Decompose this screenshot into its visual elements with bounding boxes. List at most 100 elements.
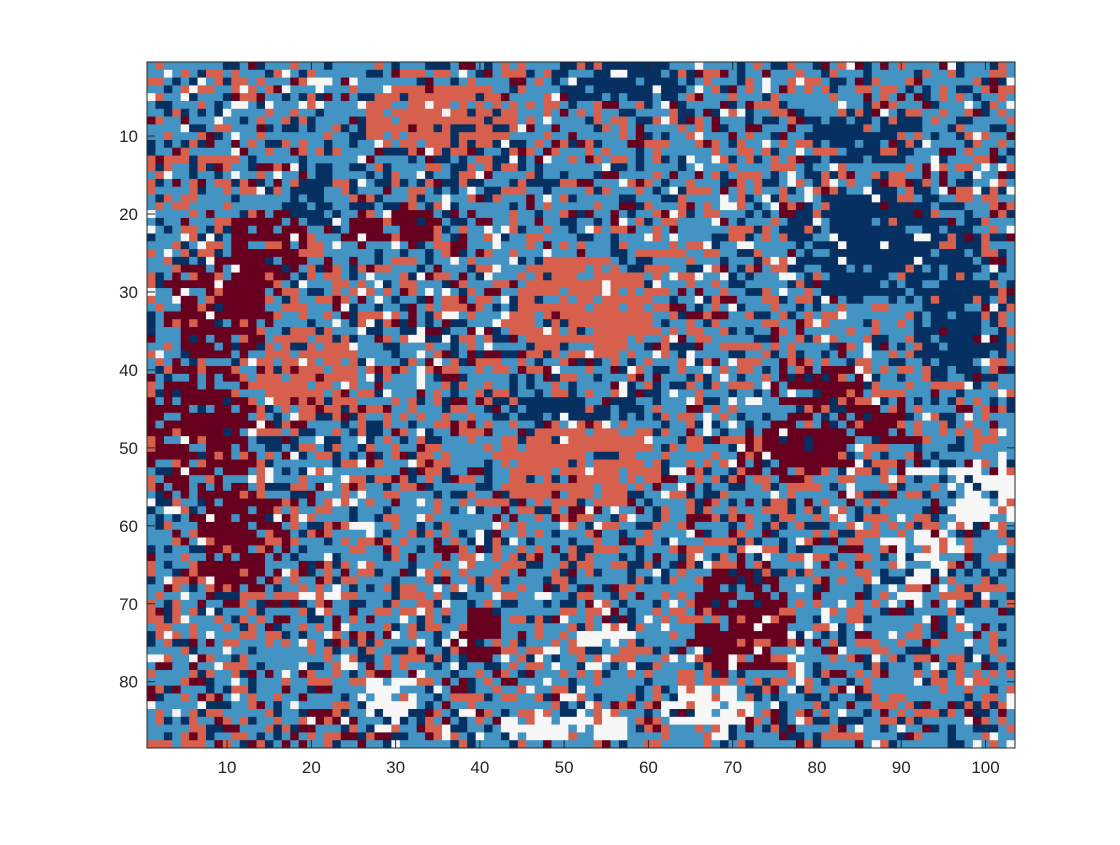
heatmap-cell xyxy=(779,256,788,266)
heatmap-cell xyxy=(610,319,620,328)
heatmap-cell xyxy=(391,147,401,156)
heatmap-cell xyxy=(981,225,991,234)
heatmap-cell xyxy=(812,163,822,172)
heatmap-cell xyxy=(517,303,527,312)
heatmap-cell xyxy=(332,233,342,242)
heatmap-cell xyxy=(458,249,468,258)
heatmap-cell xyxy=(812,85,822,94)
heatmap-cell xyxy=(821,342,830,351)
heatmap-cell xyxy=(391,77,401,86)
heatmap-cell xyxy=(155,280,165,289)
heatmap-cell xyxy=(231,342,241,351)
heatmap-cell xyxy=(568,77,578,86)
heatmap-cell xyxy=(214,116,224,125)
heatmap-cell xyxy=(880,93,889,102)
heatmap-cell xyxy=(644,194,653,203)
heatmap-cell xyxy=(500,171,510,180)
heatmap-cell xyxy=(467,194,477,203)
heatmap-cell xyxy=(770,280,780,289)
heatmap-cell xyxy=(180,178,190,188)
heatmap-cell xyxy=(972,77,982,86)
heatmap-cell xyxy=(989,85,999,94)
heatmap-cell xyxy=(753,85,763,94)
heatmap-cell xyxy=(753,147,763,156)
heatmap-cell xyxy=(897,405,906,414)
heatmap-cell xyxy=(264,264,274,273)
heatmap-cell xyxy=(627,280,637,289)
heatmap-cell xyxy=(467,249,477,258)
heatmap-cell xyxy=(509,93,519,102)
heatmap-cell xyxy=(669,428,679,437)
heatmap-cell xyxy=(610,186,620,195)
heatmap-cell xyxy=(661,428,670,437)
heatmap-cell xyxy=(829,116,839,125)
heatmap-cell xyxy=(964,350,974,359)
heatmap-cell xyxy=(964,389,974,398)
heatmap-cell xyxy=(913,132,923,141)
heatmap-cell xyxy=(922,272,932,281)
heatmap-cell xyxy=(627,147,637,156)
heatmap-cell xyxy=(610,428,620,437)
heatmap-cell xyxy=(812,225,822,234)
heatmap-cell xyxy=(374,272,384,281)
heatmap-cell xyxy=(981,397,991,406)
heatmap-cell xyxy=(559,303,569,312)
heatmap-cell xyxy=(147,77,156,86)
heatmap-cell xyxy=(543,334,552,343)
heatmap-cell xyxy=(441,241,451,250)
heatmap-cell xyxy=(736,350,746,359)
heatmap-cell xyxy=(349,350,359,359)
heatmap-cell xyxy=(214,420,224,429)
heatmap-cell xyxy=(888,163,898,172)
heatmap-cell xyxy=(897,342,906,351)
heatmap-cell xyxy=(838,85,847,94)
heatmap-cell xyxy=(163,256,173,266)
heatmap-cell xyxy=(947,171,957,180)
heatmap-cell xyxy=(222,397,232,406)
heatmap-cell xyxy=(517,280,527,289)
heatmap-cell xyxy=(821,405,830,414)
heatmap-cell xyxy=(661,366,670,375)
heatmap-cell xyxy=(500,295,510,305)
heatmap-cell xyxy=(930,280,940,289)
heatmap-cell xyxy=(711,93,721,102)
heatmap-cell xyxy=(930,194,940,203)
heatmap-cell xyxy=(728,373,738,382)
heatmap-cell xyxy=(408,249,418,258)
heatmap-cell xyxy=(863,249,873,258)
heatmap-cell xyxy=(349,202,359,211)
heatmap-cell xyxy=(694,225,704,234)
heatmap-cell xyxy=(205,69,215,78)
heatmap-cell xyxy=(425,256,434,266)
heatmap-cell xyxy=(163,358,173,367)
heatmap-cell xyxy=(897,139,906,149)
heatmap-cell xyxy=(433,147,443,156)
heatmap-cell xyxy=(652,264,662,273)
heatmap-cell xyxy=(618,342,628,351)
heatmap-cell xyxy=(812,405,822,414)
heatmap-cell xyxy=(947,327,957,336)
heatmap-cell xyxy=(180,85,190,94)
heatmap-cell xyxy=(736,373,746,382)
heatmap-cell xyxy=(787,350,797,359)
heatmap-cell xyxy=(526,194,535,203)
heatmap-cell xyxy=(155,412,165,421)
heatmap-cell xyxy=(880,77,889,86)
heatmap-cell xyxy=(543,233,552,242)
heatmap-cell xyxy=(863,334,873,343)
heatmap-cell xyxy=(391,249,401,258)
heatmap-cell xyxy=(880,358,889,367)
heatmap-cell xyxy=(694,342,704,351)
heatmap-cell xyxy=(610,381,620,390)
heatmap-cell xyxy=(517,428,527,437)
heatmap-cell xyxy=(703,256,712,266)
heatmap-cell xyxy=(703,132,712,141)
heatmap-cell xyxy=(1006,171,1016,180)
heatmap-cell xyxy=(964,93,974,102)
heatmap-cell xyxy=(416,373,426,382)
heatmap-cell xyxy=(1006,350,1016,359)
heatmap-cell xyxy=(602,381,611,390)
heatmap-cell xyxy=(880,62,889,71)
heatmap-cell xyxy=(736,100,746,110)
heatmap-cell xyxy=(441,366,451,375)
